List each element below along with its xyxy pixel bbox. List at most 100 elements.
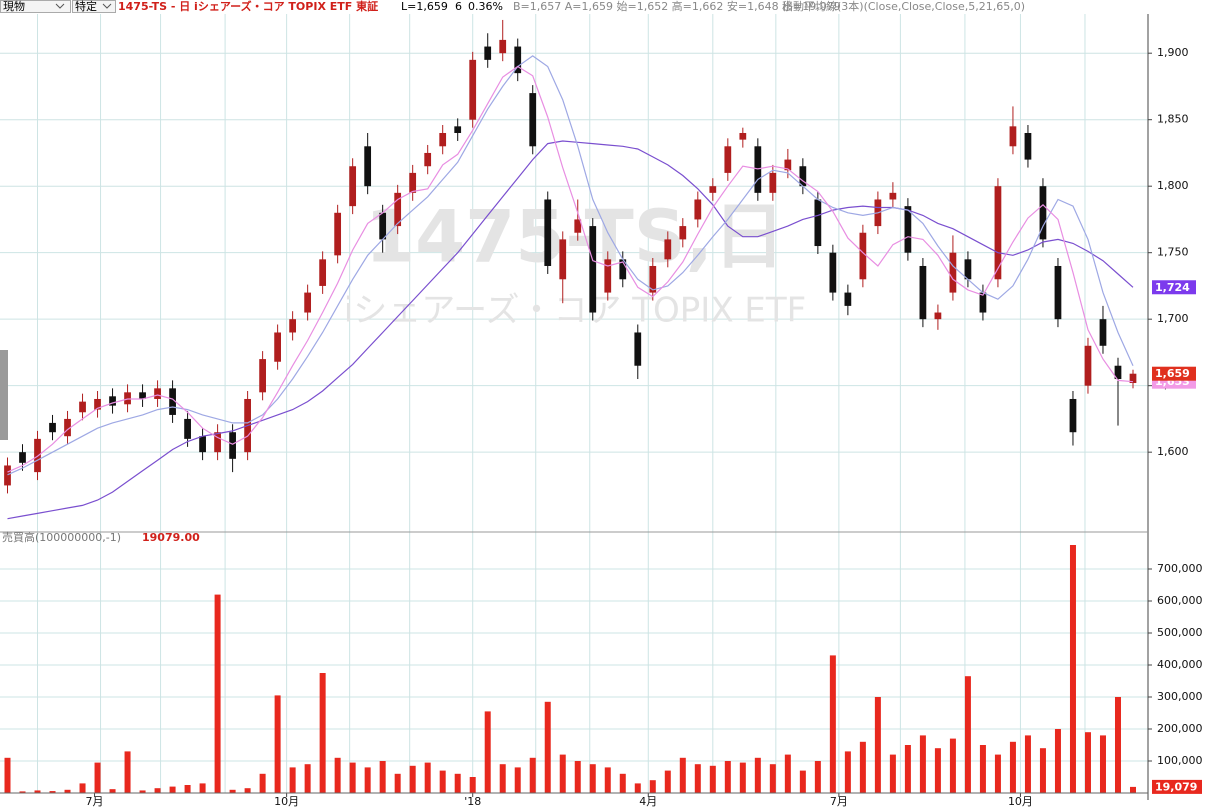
candle-body — [949, 252, 957, 293]
volume-bar — [679, 757, 686, 793]
candle-body — [454, 126, 462, 133]
candle-body — [154, 388, 161, 399]
volume-bar — [214, 594, 221, 793]
volume-bar — [1069, 545, 1076, 793]
candle-body — [814, 199, 822, 247]
candle-body — [424, 152, 432, 167]
volume-bar — [844, 751, 851, 793]
candle-body — [139, 392, 146, 399]
volume-bar — [319, 673, 326, 793]
volume-bar — [379, 761, 386, 793]
y-tick-label: 1,750 — [1157, 246, 1189, 259]
volume-bar — [859, 741, 866, 793]
y-tick-label: 300,000 — [1157, 690, 1203, 703]
volume-bar — [904, 745, 911, 793]
volume-bar — [49, 791, 56, 793]
candle-body — [709, 186, 717, 193]
volume-bar — [559, 754, 566, 793]
mark-layer — [4, 19, 1137, 793]
candle-body — [559, 239, 567, 280]
y-tick-label: 1,900 — [1157, 46, 1189, 59]
y-tick-label: 1,850 — [1157, 113, 1189, 126]
volume-bar — [529, 757, 536, 793]
x-tick-label: 10月 — [274, 795, 299, 808]
volume-bar — [889, 754, 896, 793]
volume-bar — [64, 789, 71, 793]
volume-bar — [304, 764, 311, 793]
volume-bar — [994, 754, 1001, 793]
candle-body — [49, 422, 56, 433]
volume-bar — [169, 786, 176, 793]
volume-bar — [109, 789, 116, 793]
volume-bar — [829, 655, 836, 793]
candle-body — [649, 265, 657, 293]
candle-body — [724, 146, 732, 173]
candle-body — [844, 292, 852, 306]
candle-body — [589, 226, 597, 313]
volume-bar — [244, 788, 251, 793]
volume-bar — [484, 711, 491, 793]
indicator: 移動平均線(3本)(Close,Close,Close,5,21,65,0) — [782, 0, 1025, 13]
candle-body — [1069, 398, 1077, 433]
candle-body — [1024, 132, 1032, 160]
candle-body — [664, 239, 672, 260]
candle-body — [634, 332, 642, 366]
volume-bar — [199, 783, 206, 793]
change: 6 — [455, 0, 462, 13]
x-tick-label: 10月 — [1008, 795, 1033, 808]
candle-body — [529, 93, 537, 147]
change-pct: 0.36% — [468, 0, 503, 13]
volume-bar — [724, 761, 731, 793]
y-tick-label: 1,700 — [1157, 312, 1189, 325]
chevron — [102, 3, 112, 9]
tax-select[interactable] — [72, 0, 116, 13]
candle-body — [889, 192, 897, 200]
candle-body — [1054, 265, 1062, 320]
volume-bar — [919, 735, 926, 793]
candle-body — [199, 436, 206, 453]
volume-bar — [259, 773, 266, 793]
candle-body — [259, 359, 266, 393]
candle-body — [229, 432, 236, 459]
candle-body — [274, 332, 281, 362]
x-tick-label: 4月 — [639, 795, 657, 808]
volume-bar — [619, 773, 626, 793]
x-tick-label: '18 — [464, 795, 481, 808]
y-tick-label: 600,000 — [1157, 594, 1203, 607]
volume-value: 19079.00 — [142, 531, 200, 544]
candle-body — [394, 192, 402, 227]
candle-body — [409, 172, 417, 193]
volume-bar — [1054, 729, 1061, 793]
candle-body — [514, 46, 522, 74]
candle-body — [784, 159, 792, 171]
last-price: L=1,659 — [401, 0, 448, 13]
side-tab[interactable] — [0, 350, 8, 440]
watermark-subtitle: iシェアーズ・コア TOPIX ETF — [344, 291, 806, 331]
volume-bar — [499, 764, 506, 793]
candle-body — [499, 39, 507, 54]
volume-bar — [709, 765, 716, 793]
volume-bar — [1129, 786, 1136, 793]
candle-body — [694, 199, 702, 220]
volume-bar — [79, 783, 86, 793]
volume-bar — [19, 791, 26, 793]
candle-body — [859, 232, 867, 280]
x-tick-label: 7月 — [830, 795, 848, 808]
volume-bar — [469, 777, 476, 793]
quote: B=1,657 A=1,659 始=1,652 高=1,662 安=1,648 … — [513, 0, 841, 13]
volume-bar — [754, 757, 761, 793]
volume-bar — [784, 754, 791, 793]
account-select[interactable] — [0, 0, 71, 13]
candle-body — [484, 46, 492, 60]
volume-tag-label: 19,079 — [1155, 780, 1197, 793]
volume-bar — [799, 770, 806, 793]
volume-bar — [814, 761, 821, 793]
candle-body — [304, 292, 312, 313]
candle-body — [1114, 365, 1122, 380]
account-label: 現物 — [3, 0, 25, 13]
candle-body — [94, 398, 101, 410]
volume-bar — [364, 767, 371, 793]
volume-title: 売買高(100000000,-1) — [2, 530, 121, 544]
volume-bar — [334, 757, 341, 793]
